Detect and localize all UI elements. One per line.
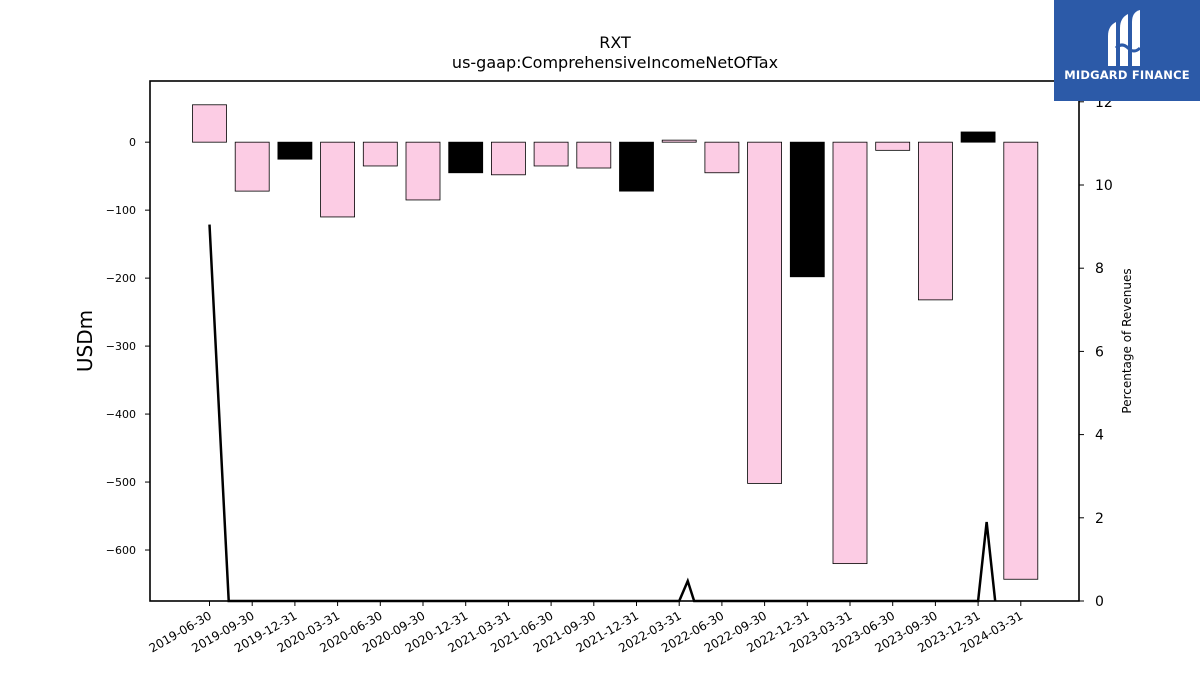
- bar-2023-12-31: [960, 131, 996, 143]
- chart-title: RXT: [599, 33, 631, 52]
- y2-tick-label: 4: [1095, 428, 1104, 444]
- midgard-logo-icon: [1108, 10, 1142, 66]
- y2-axis-label: Percentage of Revenues: [1120, 268, 1134, 413]
- percentage-line-group: [208, 224, 997, 603]
- plot-frame: [149, 80, 1080, 602]
- bar-2023-03-31: [832, 141, 868, 565]
- y-tick-label: −100: [106, 204, 136, 217]
- bar-2021-12-31: [619, 141, 654, 192]
- y2-tick-label: 2: [1095, 511, 1104, 527]
- y-tick-label: −500: [106, 476, 136, 489]
- midgard-finance-logo: MIDGARD FINANCE: [1054, 0, 1200, 101]
- y-tick-label: −200: [106, 272, 136, 285]
- bar-2021-09-30: [576, 141, 612, 169]
- bar-2019-09-30: [234, 141, 270, 192]
- y-tick-label: −300: [106, 340, 136, 353]
- logo-text: MIDGARD FINANCE: [1064, 68, 1190, 82]
- bar-2023-06-30: [875, 141, 911, 151]
- bar-2021-06-30: [533, 141, 569, 167]
- bar-2020-03-31: [320, 141, 356, 218]
- y-axis-label: USDm: [73, 310, 97, 372]
- bar-2020-12-31: [448, 141, 484, 174]
- y-tick-label: −600: [106, 544, 136, 557]
- y-axis-left: 0 −100 −200 −300 −400 −500 −600: [106, 136, 150, 557]
- bar-2021-03-31: [490, 141, 526, 176]
- chart-subtitle: us-gaap:ComprehensiveIncomeNetOfTax: [452, 53, 778, 72]
- y-tick-label: 0: [129, 136, 136, 149]
- bar-2019-06-30: [192, 104, 227, 143]
- y2-tick-label: 6: [1095, 344, 1104, 360]
- bar-2022-09-30: [747, 141, 782, 484]
- bar-2022-03-31: [661, 139, 697, 143]
- bar-2022-06-30: [704, 141, 740, 174]
- bar-2024-03-31: [1003, 141, 1039, 580]
- bar-2023-09-30: [918, 141, 953, 301]
- y2-tick-label: 0: [1095, 594, 1104, 610]
- bar-2020-09-30: [405, 141, 441, 201]
- x-axis: 2019-06-302019-09-302019-12-312020-03-31…: [147, 601, 1025, 655]
- y-tick-label: −400: [106, 408, 136, 421]
- percentage-line: [208, 224, 997, 603]
- y2-tick-label: 10: [1095, 178, 1113, 194]
- bar-2022-12-31: [789, 141, 825, 278]
- bars-group: [192, 104, 1039, 580]
- bar-2020-06-30: [362, 141, 398, 167]
- y2-tick-label: 8: [1095, 261, 1104, 277]
- bar-2019-12-31: [277, 141, 313, 160]
